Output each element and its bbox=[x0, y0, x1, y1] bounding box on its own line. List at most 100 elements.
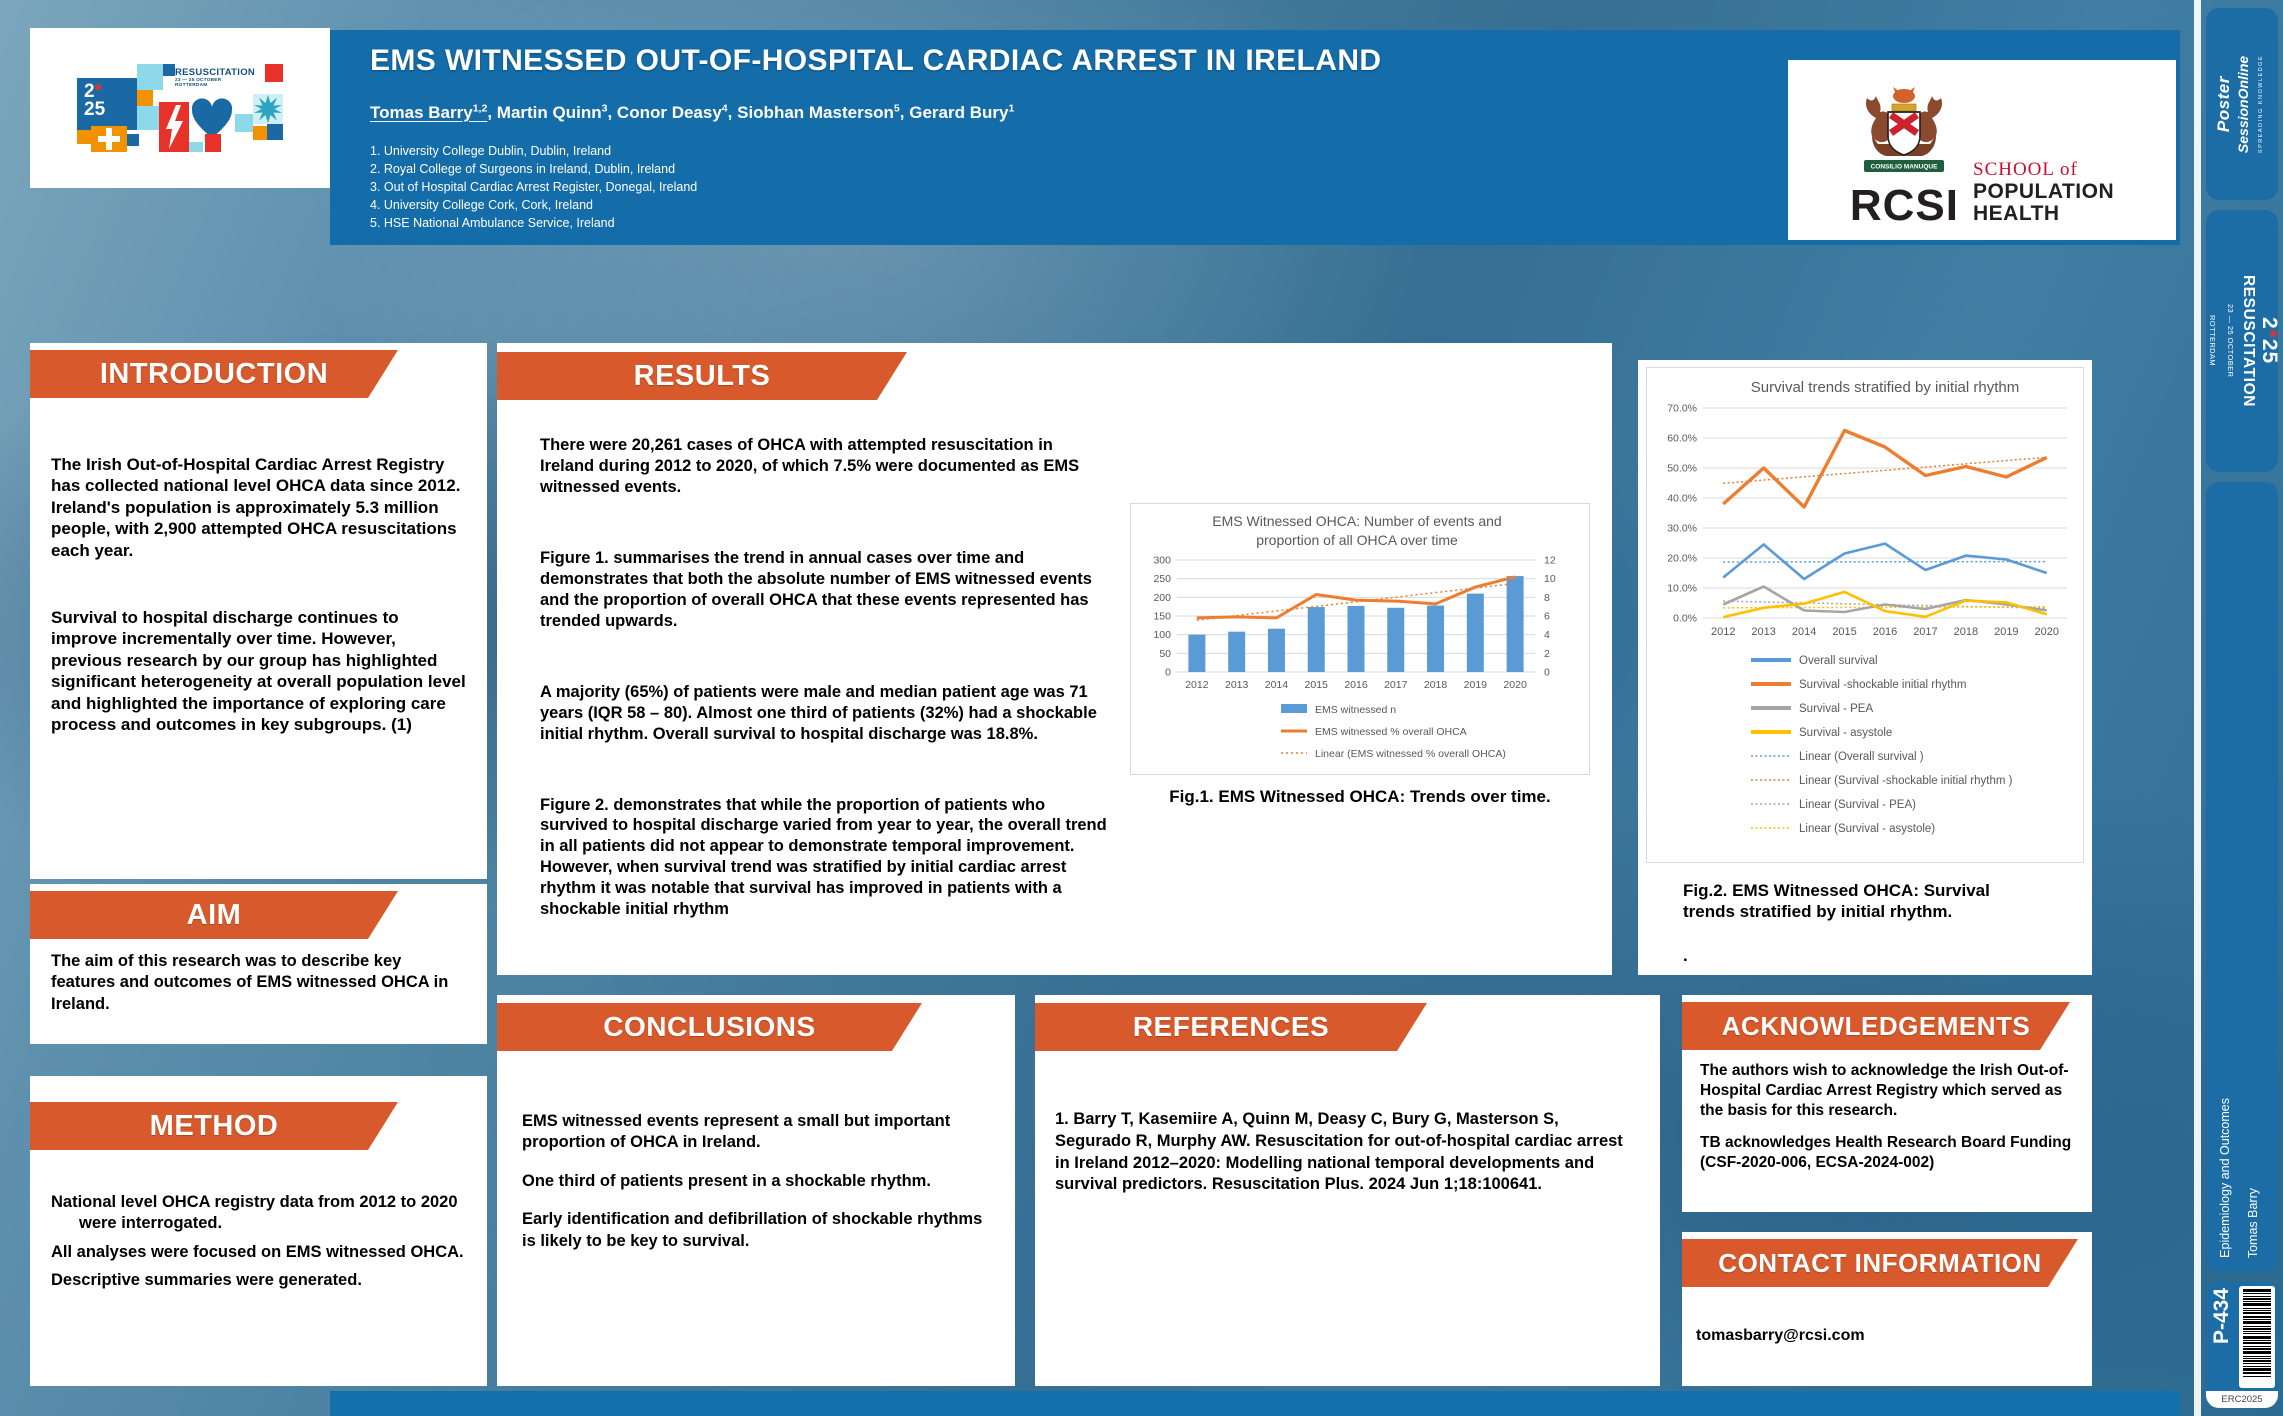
fig2-series-1 bbox=[1722, 428, 2048, 509]
barcode-bar bbox=[2243, 1321, 2271, 1325]
results-card: RESULTS There were 20,261 cases of OHCA … bbox=[497, 343, 1612, 975]
rcsi-school-line: SCHOOL of bbox=[1973, 159, 2078, 181]
barcode-bar bbox=[2243, 1331, 2271, 1333]
pso-line1: Poster bbox=[2214, 76, 2233, 132]
pso-line2: SessionOnline bbox=[2235, 55, 2251, 153]
conclusions-banner: CONCLUSIONS bbox=[497, 1003, 922, 1051]
introduction-card: INTRODUCTION The Irish Out-of-Hospital C… bbox=[30, 343, 487, 879]
svg-text:0.0%: 0.0% bbox=[1673, 613, 1697, 625]
barcode-bar bbox=[2243, 1355, 2271, 1357]
fig1-chart: EMS Witnessed OHCA: Number of events and… bbox=[1130, 503, 1590, 775]
poster-session-online-badge: Poster SessionOnline SPREADING KNOWLEDGE bbox=[2206, 8, 2278, 200]
svg-text:2015: 2015 bbox=[1305, 679, 1329, 691]
barcode-bar bbox=[2243, 1301, 2271, 1303]
logo-mosaic-cell bbox=[163, 64, 175, 76]
conclusions-title: CONCLUSIONS bbox=[603, 1011, 816, 1042]
barcode-bar bbox=[2243, 1318, 2271, 1320]
introduction-title: INTRODUCTION bbox=[99, 357, 329, 390]
barcode bbox=[2243, 1289, 2271, 1385]
svg-text:2019: 2019 bbox=[1994, 626, 2018, 638]
barcode-bar bbox=[2243, 1345, 2271, 1347]
logo-conference-name: RESUSCITATION bbox=[175, 67, 256, 78]
barcode-bar bbox=[2243, 1340, 2271, 1342]
paragraph: 1. Barry T, Kasemiire A, Quinn M, Deasy … bbox=[1055, 1110, 1623, 1194]
aim-banner: AIM bbox=[30, 891, 398, 939]
svg-text:6: 6 bbox=[1544, 611, 1550, 623]
svg-text:0: 0 bbox=[1544, 667, 1550, 679]
svg-text:Survival -shockable initial rh: Survival -shockable initial rhythm bbox=[1799, 679, 1966, 691]
svg-text:Survival - PEA: Survival - PEA bbox=[1799, 703, 1873, 715]
svg-text:4: 4 bbox=[1544, 629, 1550, 641]
fig2-chart: Survival trends stratified by initial rh… bbox=[1646, 367, 2084, 863]
affiliation-item: 5. HSE National Ambulance Service, Irela… bbox=[370, 216, 615, 230]
svg-text:2019: 2019 bbox=[1464, 679, 1488, 691]
barcode-bar bbox=[2243, 1375, 2271, 1377]
fig2-card: Survival trends stratified by initial rh… bbox=[1638, 360, 2092, 975]
barcode-bar bbox=[2243, 1357, 2271, 1359]
fig2-caption-dot: . bbox=[1683, 946, 1688, 965]
rcsi-dept-line2: HEALTH bbox=[1973, 201, 2060, 225]
rcsi-school-block: SCHOOL of POPULATION HEALTH bbox=[1973, 159, 2114, 226]
poster-session-online-text: Poster SessionOnline SPREADING KNOWLEDGE bbox=[2214, 55, 2270, 153]
affiliation-item: 4. University College Cork, Cork, Irelan… bbox=[370, 198, 593, 212]
rcsi-abbr: RCSI bbox=[1849, 181, 1959, 231]
svg-text:60.0%: 60.0% bbox=[1667, 433, 1697, 445]
results-banner: RESULTS bbox=[497, 352, 907, 400]
author-name: Siobhan Masterson5 bbox=[737, 102, 900, 122]
conference-sidebar-text: 2*25 RESUSCITATION 23 — 25 OCTOBER ROTTE… bbox=[2203, 275, 2281, 407]
author-name: Conor Deasy4 bbox=[616, 102, 728, 122]
rcsi-logo-card: CONSILIO MANUQUE RCSI SCHOOL of POPULATI… bbox=[1788, 60, 2176, 240]
logo-mosaic-cell bbox=[265, 64, 283, 82]
acknowledgements-text: The authors wish to acknowledge the Iris… bbox=[1682, 1050, 2092, 1173]
method-title: METHOD bbox=[149, 1109, 279, 1142]
author-name: Martin Quinn3 bbox=[496, 102, 608, 122]
paragraph: There were 20,261 cases of OHCA with att… bbox=[540, 436, 1080, 496]
fig2-series-0 bbox=[1722, 542, 2048, 581]
paragraph: Early identification and defibrillation … bbox=[522, 1210, 983, 1250]
references-text: 1. Barry T, Kasemiire A, Quinn M, Deasy … bbox=[1035, 1051, 1660, 1196]
fig1-svg: EMS Witnessed OHCA: Number of events and… bbox=[1153, 513, 1555, 760]
svg-text:2013: 2013 bbox=[1225, 679, 1249, 691]
logo-mosaic-cell bbox=[137, 90, 153, 106]
bar-2015 bbox=[1307, 607, 1325, 672]
results-text: There were 20,261 cases of OHCA with att… bbox=[540, 435, 1108, 970]
introduction-text: The Irish Out-of-Hospital Cardiac Arrest… bbox=[30, 398, 487, 735]
logo-mosaic-cell bbox=[267, 124, 283, 140]
svg-text:EMS witnessed % overall OHCA: EMS witnessed % overall OHCA bbox=[1315, 726, 1467, 738]
barcode-bar bbox=[2243, 1297, 2271, 1300]
svg-text:2018: 2018 bbox=[1424, 679, 1448, 691]
svg-text:2017: 2017 bbox=[1913, 626, 1937, 638]
contact-card: CONTACT INFORMATION tomasbarry@rcsi.com bbox=[1682, 1232, 2092, 1386]
paragraph: The Irish Out-of-Hospital Cardiac Arrest… bbox=[51, 455, 461, 560]
logo-mosaic-cell bbox=[189, 142, 203, 152]
aim-title: AIM bbox=[186, 898, 242, 931]
svg-text:Linear (Overall survival ): Linear (Overall survival ) bbox=[1799, 751, 1924, 763]
cross-icon bbox=[98, 128, 120, 150]
author-name: Gerard Bury1 bbox=[909, 102, 1015, 122]
starburst-icon bbox=[254, 95, 282, 123]
bar-2020 bbox=[1506, 576, 1524, 672]
logo-star-cell bbox=[253, 94, 283, 124]
bar-2019 bbox=[1466, 593, 1484, 672]
conference-city: ROTTERDAM bbox=[2208, 315, 2217, 367]
session-category: Epidemiology and Outcomes bbox=[2218, 1098, 2232, 1258]
bar-2014 bbox=[1267, 628, 1285, 672]
svg-text:50: 50 bbox=[1159, 648, 1171, 660]
barcode-bar bbox=[2243, 1368, 2271, 1372]
svg-text:EMS witnessed n: EMS witnessed n bbox=[1315, 704, 1396, 716]
logo-mosaic-cell bbox=[137, 106, 159, 130]
svg-text:40.0%: 40.0% bbox=[1667, 493, 1697, 505]
svg-text:2014: 2014 bbox=[1265, 679, 1289, 691]
svg-text:2020: 2020 bbox=[1503, 679, 1527, 691]
barcode-box bbox=[2239, 1286, 2275, 1388]
bar-2018 bbox=[1427, 605, 1445, 672]
references-title: REFERENCES bbox=[1132, 1011, 1330, 1042]
logo-conference-dates: 23 — 25 OCTOBER bbox=[175, 77, 222, 83]
svg-text:200: 200 bbox=[1153, 592, 1171, 604]
conclusions-text: EMS witnessed events represent a small b… bbox=[497, 1051, 1015, 1252]
barcode-bar bbox=[2243, 1327, 2271, 1330]
authors-line: Tomas Barry1,2, Martin Quinn3, Conor Dea… bbox=[370, 102, 1015, 122]
rcsi-dept-line1: POPULATION bbox=[1973, 180, 2115, 204]
logo-conference-city: ROTTERDAM bbox=[175, 83, 208, 89]
bar-2012 bbox=[1188, 634, 1206, 672]
